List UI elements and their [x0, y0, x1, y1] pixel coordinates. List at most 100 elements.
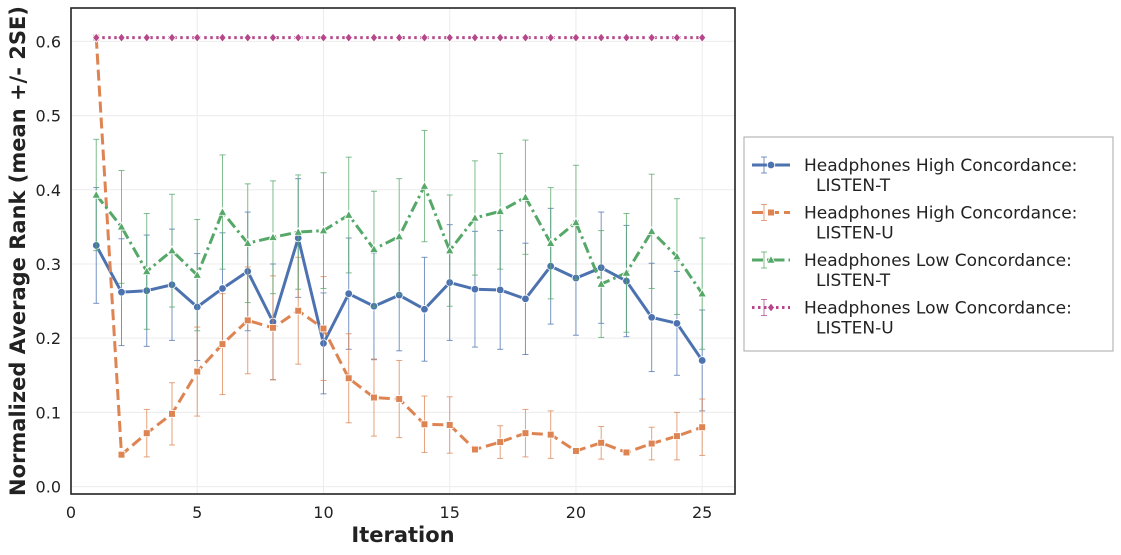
- data-point: [521, 429, 530, 437]
- legend-label: Headphones High Concordance:: [804, 156, 1077, 176]
- data-point: [344, 289, 353, 298]
- y-tick-label: 0.0: [36, 478, 61, 497]
- data-point: [243, 32, 252, 43]
- data-point: [647, 32, 656, 43]
- legend-marker: [766, 160, 776, 170]
- data-point: [142, 32, 151, 43]
- series-4: [92, 32, 707, 43]
- legend-marker: [766, 254, 776, 264]
- y-tick-label: 0.6: [36, 32, 61, 51]
- data-point: [344, 32, 353, 43]
- data-point: [470, 285, 480, 294]
- data-point: [243, 316, 252, 325]
- data-point: [647, 313, 656, 322]
- data-point: [293, 226, 304, 236]
- data-point: [141, 266, 152, 276]
- data-point: [369, 243, 379, 253]
- data-point: [496, 285, 505, 295]
- data-point: [92, 32, 101, 43]
- data-point: [193, 367, 202, 376]
- data-point: [218, 284, 227, 293]
- data-point: [697, 288, 708, 298]
- data-point: [572, 447, 580, 455]
- data-point: [672, 32, 682, 43]
- legend-label-variant: LISTEN-U: [816, 319, 894, 339]
- data-point: [698, 423, 706, 432]
- data-point: [471, 445, 479, 454]
- y-tick-label: 0.5: [36, 107, 61, 126]
- data-point: [496, 438, 505, 446]
- data-point: [217, 206, 228, 216]
- data-point: [394, 231, 405, 241]
- data-point: [673, 432, 681, 440]
- data-point: [167, 245, 177, 255]
- legend-item: Headphones Low Concordance:LISTEN-U: [752, 299, 1072, 339]
- data-point: [470, 212, 480, 222]
- x-axis-label: Iteration: [351, 523, 454, 547]
- data-point: [294, 306, 303, 315]
- data-point: [596, 278, 607, 288]
- data-point: [545, 237, 556, 247]
- data-point: [698, 32, 707, 43]
- data-point: [546, 32, 555, 43]
- data-point: [646, 226, 657, 235]
- series-layer: [91, 32, 708, 461]
- x-tick-label: 15: [440, 503, 460, 522]
- ticks: 0 5 10 15 20 25 0.0 0.1 0.2 0.3 0.4 0.5 0.6: [36, 32, 713, 522]
- data-point: [597, 439, 605, 447]
- plot-frame: [70, 7, 736, 495]
- data-point: [420, 305, 429, 314]
- legend-marker: [767, 208, 775, 217]
- data-point: [142, 429, 151, 437]
- legend-label-variant: LISTEN-T: [816, 176, 891, 196]
- data-point: [622, 32, 631, 43]
- y-tick-label: 0.2: [36, 329, 61, 348]
- data-point: [444, 245, 455, 255]
- data-point: [419, 180, 430, 190]
- data-point: [496, 32, 505, 43]
- data-point: [621, 267, 632, 277]
- data-point: [571, 217, 581, 227]
- legend-label: Headphones High Concordance:: [804, 204, 1077, 224]
- data-point: [116, 221, 127, 231]
- data-point: [420, 32, 429, 43]
- legend-label-variant: LISTEN-U: [816, 224, 894, 244]
- data-point: [546, 430, 555, 439]
- data-point: [495, 206, 506, 215]
- data-point: [193, 32, 202, 43]
- data-point: [647, 439, 656, 448]
- data-point: [370, 393, 378, 402]
- y-axis-label: Normalized Average Rank (mean +/- 2SE): [6, 6, 30, 496]
- legend: Headphones High Concordance:LISTEN-THead…: [743, 136, 1114, 352]
- x-tick-label: 20: [566, 503, 586, 522]
- y-tick-label: 0.4: [36, 181, 61, 200]
- data-point: [268, 32, 278, 43]
- y-tick-label: 0.1: [36, 403, 61, 422]
- x-tick-label: 0: [66, 503, 76, 522]
- data-point: [520, 191, 531, 201]
- x-tick-label: 25: [692, 503, 712, 522]
- data-point: [192, 269, 203, 279]
- data-point: [268, 232, 278, 241]
- data-point: [218, 32, 227, 43]
- legend-label: Headphones Low Concordance:: [804, 299, 1072, 319]
- legend-item: Headphones High Concordance:LISTEN-U: [752, 204, 1077, 244]
- data-point: [395, 32, 404, 43]
- legend-label: Headphones Low Concordance:: [804, 251, 1072, 271]
- x-tick-label: 5: [192, 503, 202, 522]
- data-point: [445, 421, 454, 429]
- data-point: [369, 32, 379, 43]
- data-point: [672, 251, 682, 261]
- data-point: [521, 32, 530, 43]
- data-point: [117, 450, 126, 459]
- data-point: [117, 287, 126, 297]
- x-tick-label: 10: [313, 503, 333, 522]
- data-point: [343, 209, 354, 219]
- data-point: [294, 32, 303, 43]
- data-point: [521, 294, 530, 304]
- data-point: [697, 356, 707, 365]
- data-point: [168, 410, 176, 418]
- y-tick-label: 0.3: [36, 255, 61, 274]
- data-point: [395, 395, 404, 403]
